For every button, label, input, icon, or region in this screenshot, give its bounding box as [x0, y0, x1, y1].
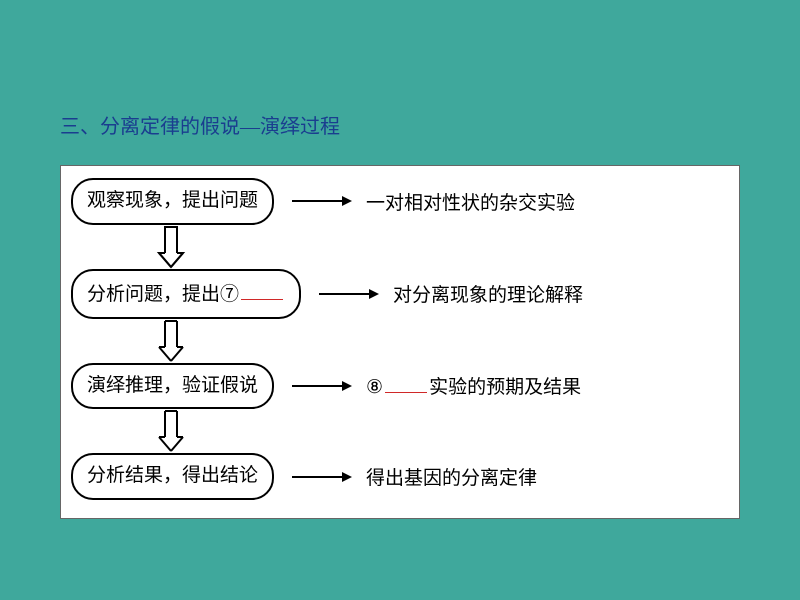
arrow-down-icon [156, 225, 186, 269]
flow-desc-3: ⑧ 实验的预期及结果 [366, 372, 581, 399]
section-title: 三、分离定律的假说—演绎过程 [60, 110, 340, 139]
blank-number-7: ⑦ [220, 284, 239, 305]
arrow-down-icon [156, 319, 186, 363]
arrow-down-2 [71, 319, 729, 363]
flow-desc-1: 一对相对性状的杂交实验 [366, 188, 575, 215]
arrow-down-icon [156, 409, 186, 453]
flow-desc-3-text: 实验的预期及结果 [429, 377, 581, 398]
arrow-right-icon [292, 192, 352, 210]
flow-desc-2: 对分离现象的理论解释 [393, 280, 583, 307]
blank-field-7 [241, 281, 283, 300]
flow-box-4: 分析结果，得出结论 [71, 453, 274, 500]
blank-field-8 [385, 374, 427, 393]
arrow-down-3 [71, 409, 729, 453]
flowchart-container: 观察现象，提出问题 一对相对性状的杂交实验 [60, 165, 740, 519]
arrow-down-1 [71, 225, 729, 269]
page-background: 三、分离定律的假说—演绎过程 观察现象，提出问题 一对相对性状的杂交实验 [0, 0, 800, 600]
arrow-right-icon [319, 285, 379, 303]
flow-box-3: 演绎推理，验证假说 [71, 363, 274, 410]
flow-row-3: 演绎推理，验证假说 ⑧ 实验的预期及结果 [71, 363, 729, 410]
flow-desc-4: 得出基因的分离定律 [366, 463, 537, 490]
flow-row-2: 分析问题，提出⑦ 对分离现象的理论解释 [71, 269, 729, 319]
blank-number-8: ⑧ [366, 377, 383, 398]
arrow-right-icon [292, 377, 352, 395]
arrow-right-icon [292, 468, 352, 486]
flow-row-1: 观察现象，提出问题 一对相对性状的杂交实验 [71, 178, 729, 225]
flow-row-4: 分析结果，得出结论 得出基因的分离定律 [71, 453, 729, 500]
flow-box-2-text: 分析问题，提出 [87, 284, 220, 305]
flow-box-2: 分析问题，提出⑦ [71, 269, 301, 319]
flow-box-1: 观察现象，提出问题 [71, 178, 274, 225]
